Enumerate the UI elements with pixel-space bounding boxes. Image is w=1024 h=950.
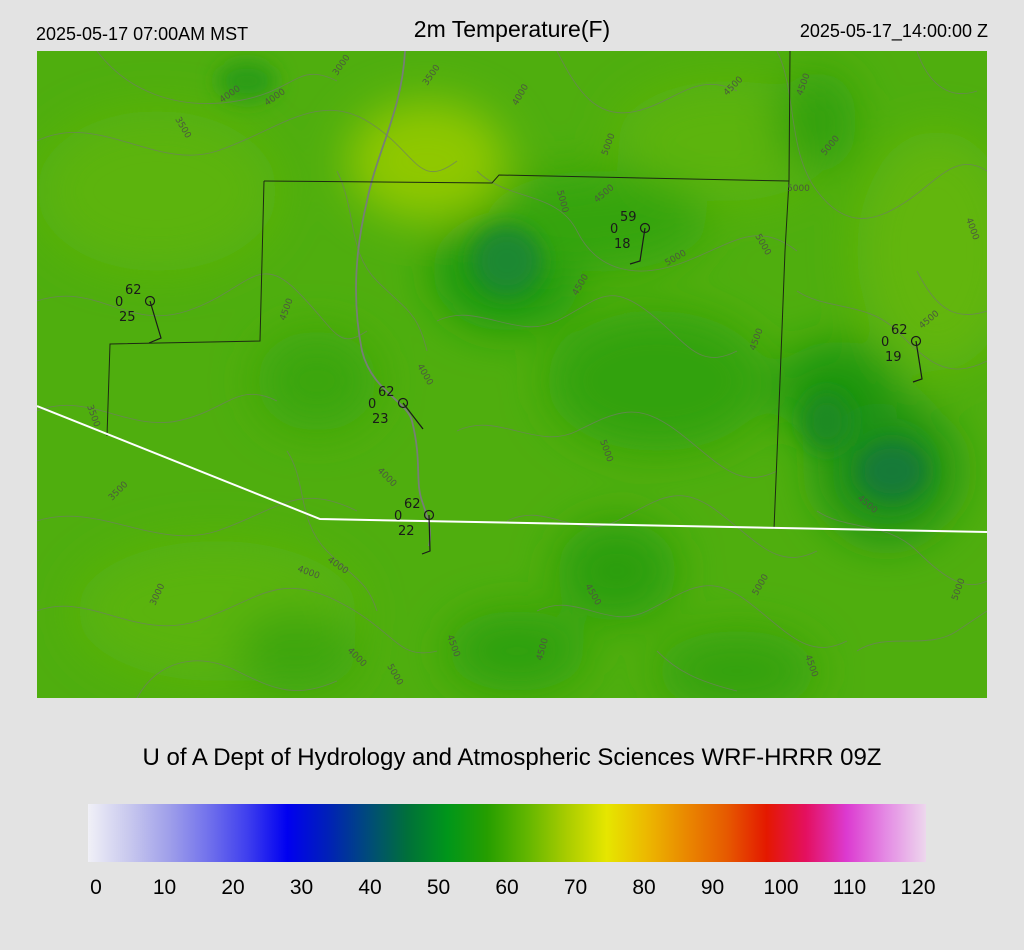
valid-time: 2025-05-17_14:00:00 Z xyxy=(799,21,988,41)
station-marker xyxy=(144,295,156,307)
station-marker xyxy=(910,335,922,347)
color-bar-ticks: 0 10 20 30 40 50 60 70 80 90 100 110 120 xyxy=(0,876,1024,906)
station-dewpoint: 23 xyxy=(372,412,389,427)
map-title: 2m Temperature(F) xyxy=(413,16,611,42)
color-bar-tick-label: 60 xyxy=(495,876,519,899)
station-temperature: 62 xyxy=(125,283,142,298)
station-dewpoint: 25 xyxy=(119,310,136,325)
station-dewpoint: 18 xyxy=(614,237,631,252)
color-bar-tick-label: 0 xyxy=(90,876,102,899)
color-bar-tick-label: 110 xyxy=(832,876,867,899)
contour-label: 5000 xyxy=(787,184,810,194)
station-temperature: 62 xyxy=(378,385,395,400)
credit-line: U of A Dept of Hydrology and Atmospheric… xyxy=(142,744,882,771)
station-dewpoint: 22 xyxy=(398,524,415,539)
color-bar-tick-label: 70 xyxy=(563,876,588,899)
station-wind-speed: 0 xyxy=(394,509,402,524)
temperature-map: 4000 4000 3500 3000 3500 4000 4500 4500 5000 5000… xyxy=(37,51,987,698)
color-bar-tick-label: 20 xyxy=(221,876,245,899)
color-bar-tick-label: 100 xyxy=(763,876,799,899)
station-wind-speed: 0 xyxy=(610,222,618,237)
header: 2025-05-17 07:00AM MST 2m Temperature(F)… xyxy=(0,0,1024,50)
state-border xyxy=(37,405,987,533)
color-bar-tick-label: 50 xyxy=(426,876,451,899)
color-bar-tick-label: 10 xyxy=(152,876,177,899)
wind-barb xyxy=(912,340,923,383)
station-temperature: 62 xyxy=(404,497,421,512)
color-bar-tick-label: 40 xyxy=(358,876,382,899)
color-bar xyxy=(88,804,926,862)
wind-barb xyxy=(402,402,424,430)
color-bar-tick-label: 80 xyxy=(632,876,656,899)
color-bar-tick-label: 30 xyxy=(289,876,314,899)
color-bar-tick-label: 90 xyxy=(700,876,725,899)
station-temperature: 62 xyxy=(891,323,908,338)
station-wind-speed: 0 xyxy=(881,335,889,350)
wind-barb xyxy=(421,514,431,555)
river xyxy=(355,51,432,547)
temperature-field xyxy=(37,51,987,698)
county-boundaries xyxy=(106,51,791,530)
station-marker xyxy=(397,397,409,409)
station-wind-speed: 0 xyxy=(115,295,123,310)
station-temperature: 59 xyxy=(620,210,637,225)
station-dewpoint: 19 xyxy=(885,350,902,365)
elevation-contours xyxy=(37,51,987,698)
color-bar-tick-label: 120 xyxy=(900,876,936,899)
local-time: 2025-05-17 07:00AM MST xyxy=(36,24,249,44)
wind-barb xyxy=(629,227,646,265)
station-marker xyxy=(639,222,651,234)
station-wind-speed: 0 xyxy=(368,397,376,412)
wind-barb xyxy=(148,300,162,344)
